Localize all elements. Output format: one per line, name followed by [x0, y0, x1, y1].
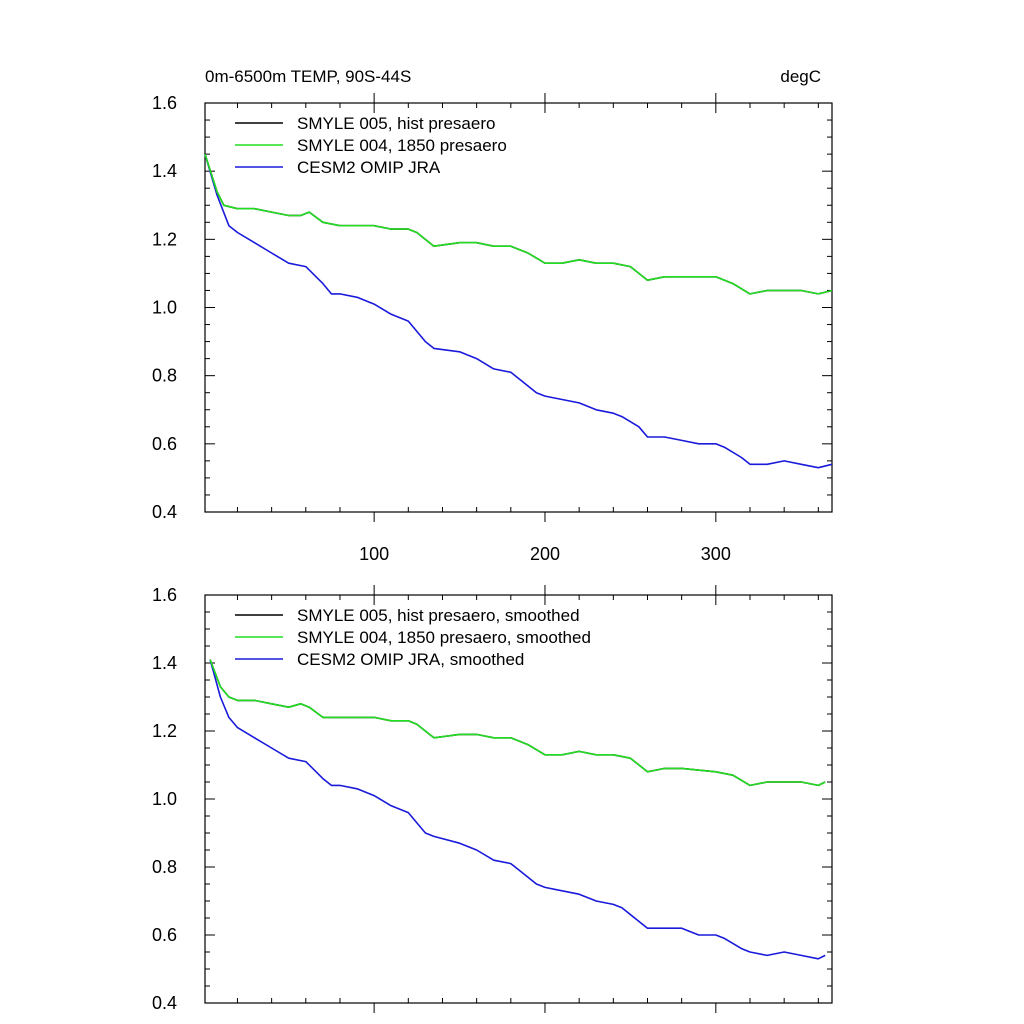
series-line-omip	[204, 153, 833, 469]
y-tick-label: 0.4	[152, 993, 177, 1013]
x-tick-label: 200	[530, 544, 560, 564]
y-tick-label: 1.4	[152, 653, 177, 673]
y-tick-label: 1.0	[152, 789, 177, 809]
x-tick-label: 100	[359, 544, 389, 564]
y-tick-label: 0.4	[152, 502, 177, 522]
y-tick-label: 0.6	[152, 925, 177, 945]
y-tick-label: 1.6	[152, 93, 177, 113]
y-tick-label: 0.8	[152, 857, 177, 877]
top-panel: 0.4 0.6 0.8 1.0 1.2 1.4 1.6 100 200 300 SMYLE 005,…	[152, 93, 833, 564]
legend-label: SMYLE 005, hist presaero, smoothed	[297, 606, 580, 625]
y-tick-label: 1.4	[152, 161, 177, 181]
series-line-p1850	[209, 659, 826, 787]
y-tick-label: 0.8	[152, 366, 177, 386]
bottom-panel: 0.4 0.6 0.8 1.0 1.2 1.4 1.6 SMYLE 005, hist pre…	[152, 585, 833, 1013]
series-line-p1850	[204, 153, 833, 295]
legend-label: SMYLE 004, 1850 presaero	[297, 136, 507, 155]
units-label: degC	[780, 67, 821, 86]
legend-label: SMYLE 004, 1850 presaero, smoothed	[297, 628, 591, 647]
y-tick-label: 1.0	[152, 298, 177, 318]
chart-title: 0m-6500m TEMP, 90S-44S	[205, 67, 411, 86]
legend-label: SMYLE 005, hist presaero	[297, 114, 495, 133]
x-tick-label: 300	[701, 544, 731, 564]
series-line-omip	[209, 659, 826, 960]
y-tick-label: 1.2	[152, 229, 177, 249]
y-tick-label: 0.6	[152, 434, 177, 454]
series-line-hist	[209, 659, 826, 787]
y-tick-label: 1.2	[152, 721, 177, 741]
y-tick-label: 1.6	[152, 585, 177, 605]
legend-label: CESM2 OMIP JRA	[297, 158, 441, 177]
legend-label: CESM2 OMIP JRA, smoothed	[297, 650, 524, 669]
